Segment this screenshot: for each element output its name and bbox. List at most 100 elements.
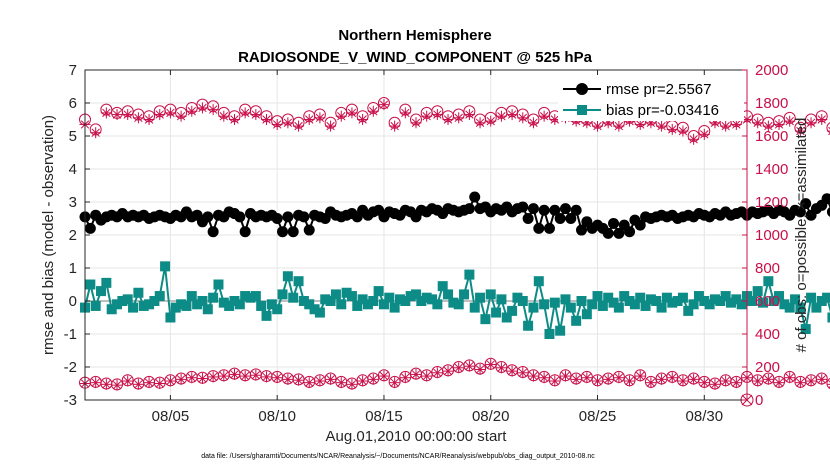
bias-point	[709, 294, 720, 305]
bias-point	[416, 296, 427, 306]
assimilated-obs-point	[495, 362, 507, 374]
bias-point	[501, 312, 512, 323]
assimilated-obs-point	[132, 112, 144, 124]
y2-tick-label: 200	[755, 359, 780, 376]
bias-point	[555, 325, 566, 336]
bias-point	[352, 300, 363, 311]
assimilated-obs-point	[602, 373, 614, 385]
rmse-point	[543, 222, 555, 234]
assimilated-obs-point	[164, 375, 176, 387]
assimilated-obs-point	[538, 372, 550, 384]
rmse-point	[826, 206, 830, 217]
assimilated-obs-point	[805, 375, 817, 387]
assimilated-obs-point	[517, 112, 529, 124]
y-tick-label: 7	[69, 62, 77, 79]
bias-point	[731, 294, 742, 305]
bias-point	[277, 289, 288, 300]
bias-point	[667, 297, 678, 308]
legend-box	[558, 75, 744, 121]
bias-point	[266, 299, 277, 310]
assimilated-obs-point	[752, 117, 764, 129]
bias-point	[565, 302, 576, 313]
assimilated-obs-point	[143, 377, 155, 389]
bias-point	[96, 286, 107, 297]
bias-point	[816, 296, 827, 306]
rmse-point	[517, 201, 529, 213]
assimilated-obs-point	[196, 373, 208, 385]
bias-point	[544, 329, 555, 339]
y2-tick-label: 1000	[755, 227, 788, 244]
assimilated-obs-point	[677, 125, 689, 137]
assimilated-obs-point	[346, 378, 358, 390]
assimilated-obs-point	[442, 365, 454, 377]
bias-point	[304, 299, 315, 310]
rmse-point	[549, 204, 561, 216]
bias-point	[240, 291, 251, 302]
assimilated-obs-point	[154, 378, 166, 389]
bias-point	[186, 291, 197, 302]
bias-point	[752, 286, 763, 297]
y2-tick-label: 800	[755, 260, 780, 277]
assimilated-obs-point	[239, 370, 251, 382]
bias-point	[768, 296, 779, 306]
bias-point	[747, 296, 758, 306]
assimilated-obs-point	[538, 110, 550, 122]
assimilated-obs-point	[784, 115, 796, 127]
bias-point	[368, 296, 379, 306]
assimilated-obs-point	[346, 107, 358, 119]
assimilated-obs-point	[293, 120, 305, 132]
assimilated-obs-point	[122, 375, 134, 387]
bias-point	[256, 300, 267, 311]
bias-point	[245, 292, 256, 303]
bias-point	[539, 299, 550, 310]
assimilated-obs-point	[495, 110, 507, 122]
rmse-point	[613, 227, 625, 239]
assimilated-obs-point	[261, 114, 273, 125]
bias-point	[90, 300, 101, 311]
chart-subtitle: RADIOSONDE_V_WIND_COMPONENT @ 525 hPa	[238, 49, 593, 66]
rmse-point	[234, 211, 246, 223]
legend-rmse-marker	[563, 83, 601, 95]
bias-point	[197, 296, 208, 306]
bias-point	[437, 281, 448, 292]
bias-point	[811, 302, 822, 313]
bias-point	[715, 296, 726, 306]
bias-point	[779, 299, 790, 310]
bias-point	[763, 276, 774, 287]
bias-point	[160, 261, 171, 272]
assimilated-obs-point	[762, 120, 774, 132]
assimilated-obs-point	[164, 107, 176, 119]
bias-point	[133, 287, 144, 298]
assimilated-obs-point	[250, 109, 262, 121]
bias-point	[400, 296, 411, 306]
y2-tick-label: 400	[755, 326, 780, 343]
bias-point	[144, 299, 155, 310]
assimilated-obs-point	[506, 109, 518, 121]
bias-point	[202, 304, 213, 315]
bias-point	[533, 276, 544, 287]
chart-title-group: Northern Hemisphere RADIOSONDE_V_WIND_CO…	[238, 27, 593, 66]
bias-point	[394, 294, 405, 305]
x-tick-label: 08/20	[472, 408, 510, 425]
legend: rmse pr=2.5567 bias pr=-0.03416	[558, 75, 744, 121]
assimilated-obs-point	[314, 375, 326, 387]
assimilated-obs-point	[485, 115, 497, 127]
bias-point	[523, 320, 534, 331]
bias-point	[218, 297, 229, 308]
bias-point	[677, 292, 688, 303]
bias-point	[507, 305, 518, 316]
assimilated-obs-point	[527, 117, 539, 129]
bias-point	[656, 302, 667, 313]
assimilated-obs-point	[677, 375, 689, 387]
assimilated-obs-point	[592, 120, 604, 132]
assimilated-obs-point	[624, 375, 636, 387]
rmse-point	[533, 222, 545, 234]
assimilated-obs-point	[688, 133, 700, 145]
rmse-point	[207, 226, 219, 238]
bias-point	[608, 297, 619, 308]
y-tick-label: 5	[69, 128, 77, 145]
bias-point	[576, 296, 587, 306]
bias-point	[405, 291, 416, 302]
bias-point	[806, 292, 817, 303]
bias-point	[672, 296, 683, 306]
